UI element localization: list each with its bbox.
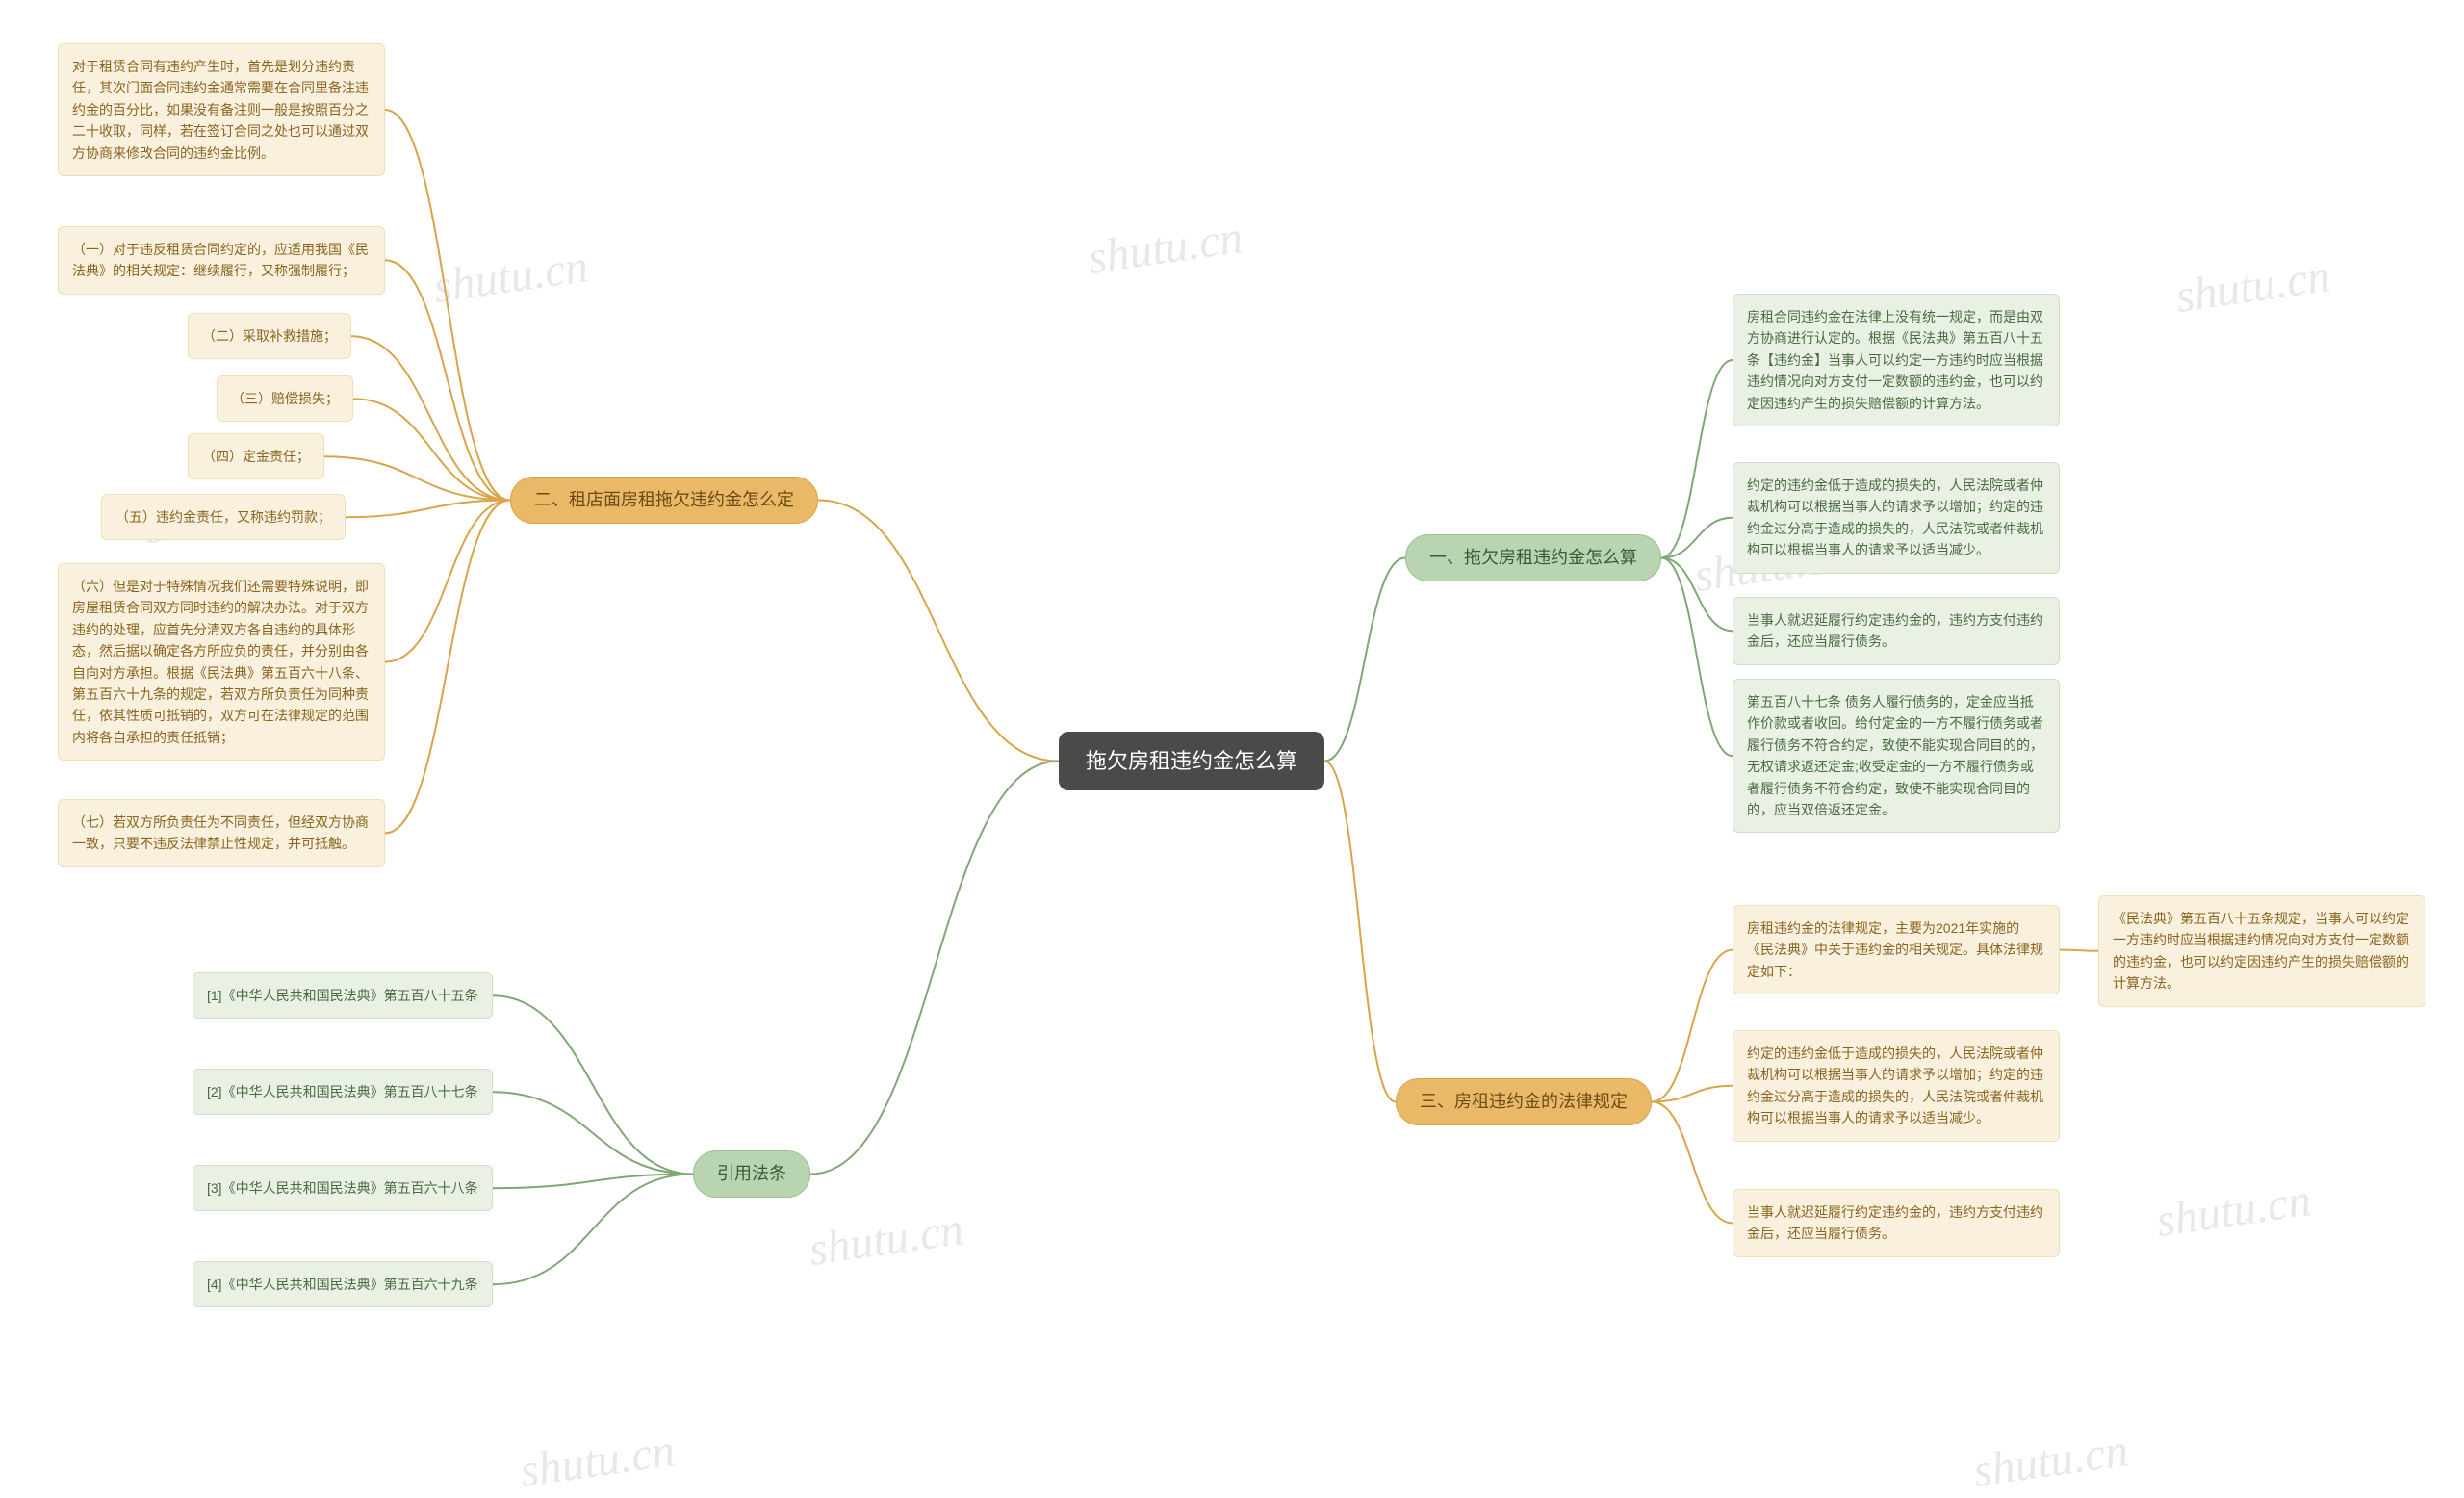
leaf-b3-2: 约定的违约金低于造成的损失的，人民法院或者仲裁机构可以根据当事人的请求予以增加；… xyxy=(1732,1030,2060,1142)
leaf-b2-6: （五）违约金责任，又称违约罚款； xyxy=(101,494,346,540)
leaf-b3-1: 房租违约金的法律规定，主要为2021年实施的《民法典》中关于违约金的相关规定。具… xyxy=(1732,905,2060,994)
center-node: 拖欠房租违约金怎么算 xyxy=(1059,732,1324,790)
leaf-b4-3: [3]《中华人民共和国民法典》第五百六十八条 xyxy=(192,1165,493,1211)
leaf-b2-1: 对于租赁合同有违约产生时，首先是划分违约责任，其次门面合同违约金通常需要在合同里… xyxy=(58,43,385,176)
branch-3: 三、房租违约金的法律规定 xyxy=(1396,1078,1652,1125)
leaf-b2-7: （六）但是对于特殊情况我们还需要特殊说明，即房屋租赁合同双方同时违约的解决办法。… xyxy=(58,563,385,761)
leaf-b3-3: 当事人就迟延履行约定违约金的，违约方支付违约金后，还应当履行债务。 xyxy=(1732,1189,2060,1257)
branch-2: 二、租店面房租拖欠违约金怎么定 xyxy=(510,477,818,524)
watermark: shutu.cn xyxy=(2172,249,2333,323)
leaf-b4-4: [4]《中华人民共和国民法典》第五百六十九条 xyxy=(192,1261,493,1307)
leaf-b2-3: （二）采取补救措施； xyxy=(188,313,351,359)
leaf-b2-5: （四）定金责任； xyxy=(188,433,324,479)
watermark: shutu.cn xyxy=(806,1202,966,1277)
watermark: shutu.cn xyxy=(1970,1424,2131,1498)
watermark: shutu.cn xyxy=(517,1424,678,1498)
branch-4: 引用法条 xyxy=(693,1150,810,1198)
leaf-b1-2: 约定的违约金低于造成的损失的，人民法院或者仲裁机构可以根据当事人的请求予以增加；… xyxy=(1732,462,2060,574)
leaf-b4-1: [1]《中华人民共和国民法典》第五百八十五条 xyxy=(192,972,493,1019)
branch-1: 一、拖欠房租违约金怎么算 xyxy=(1405,534,1661,581)
watermark: shutu.cn xyxy=(2153,1174,2314,1248)
watermark: shutu.cn xyxy=(430,240,591,314)
leaf-b1-4: 第五百八十七条 债务人履行债务的，定金应当抵作价款或者收回。给付定金的一方不履行… xyxy=(1732,679,2060,833)
leaf-b2-2: （一）对于违反租赁合同约定的，应适用我国《民法典》的相关规定：继续履行，又称强制… xyxy=(58,226,385,295)
leaf-b1-1: 房租合同违约金在法律上没有统一规定，而是由双方协商进行认定的。根据《民法典》第五… xyxy=(1732,294,2060,426)
leaf-b4-2: [2]《中华人民共和国民法典》第五百八十七条 xyxy=(192,1069,493,1115)
leaf-b1-3: 当事人就迟延履行约定违约金的，违约方支付违约金后，还应当履行债务。 xyxy=(1732,597,2060,665)
leaf-b2-8: （七）若双方所负责任为不同责任，但经双方协商一致，只要不违反法律禁止性规定，并可… xyxy=(58,799,385,867)
leaf-b2-4: （三）赔偿损失； xyxy=(217,375,353,422)
watermark: shutu.cn xyxy=(1085,211,1245,285)
leaf-b3-1-sub: 《民法典》第五百八十五条规定，当事人可以约定一方违约时应当根据违约情况向对方支付… xyxy=(2098,895,2426,1007)
